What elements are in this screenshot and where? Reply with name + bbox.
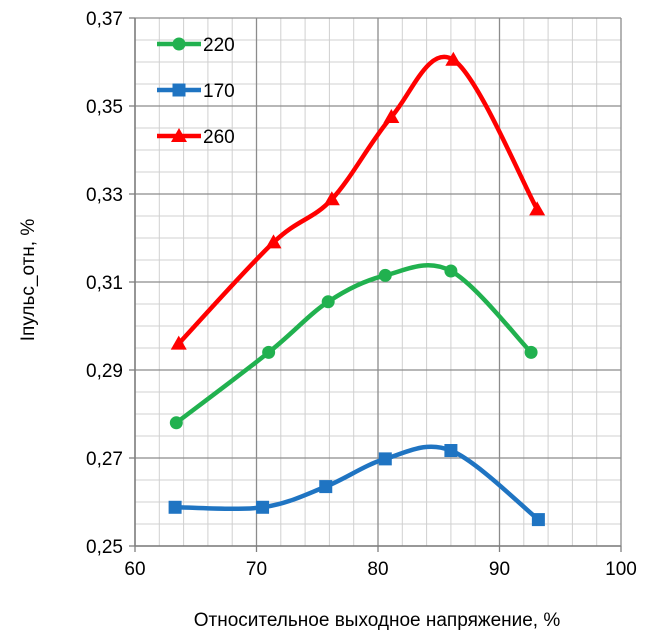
data-point-220 — [169, 416, 183, 430]
legend-marker-170 — [172, 83, 186, 97]
legend-label-260: 260 — [203, 127, 235, 148]
series-220 — [169, 263, 538, 430]
series-line-260 — [176, 54, 540, 346]
y-tick-label: 0,25 — [86, 537, 123, 558]
data-point-170 — [319, 480, 333, 494]
data-point-170 — [378, 452, 392, 466]
data-point-260 — [383, 109, 400, 123]
series-line-220 — [174, 263, 534, 426]
legend-label-220: 220 — [203, 35, 235, 56]
data-point-170 — [444, 444, 458, 458]
series-line-170 — [172, 444, 541, 522]
data-point-260 — [445, 51, 462, 66]
x-tick-label: 80 — [367, 559, 388, 580]
data-point-260 — [323, 191, 340, 206]
axes: 60 70 80 90 100 0,25 0,27 0,29 0,31 0,33 0,35 0,37 — [86, 9, 637, 580]
data-point-220 — [524, 345, 538, 359]
series-lines — [168, 51, 546, 527]
data-point-170 — [168, 500, 182, 514]
series-170 — [168, 444, 545, 527]
legend-item-220: 220 — [157, 35, 235, 56]
data-point-170 — [531, 513, 545, 527]
data-point-220 — [321, 295, 335, 309]
x-tick-label: 100 — [605, 559, 637, 580]
legend-item-260: 260 — [157, 127, 235, 148]
x-tick-label: 60 — [124, 559, 145, 580]
legend: 220 170 260 — [157, 35, 235, 148]
data-point-220 — [444, 264, 458, 278]
x-tick-label: 70 — [246, 559, 267, 580]
y-tick-label: 0,31 — [86, 273, 123, 294]
data-point-260 — [529, 201, 546, 216]
y-axis-title: Iпульс_отн, % — [18, 219, 39, 342]
data-point-260 — [265, 234, 282, 249]
legend-item-170: 170 — [157, 81, 235, 102]
series-260 — [170, 51, 546, 350]
y-tick-label: 0,35 — [86, 97, 123, 118]
x-tick-label: 90 — [489, 559, 510, 580]
y-tick-label: 0,29 — [86, 361, 123, 382]
legend-marker-260 — [171, 128, 187, 142]
y-tick-label: 0,37 — [86, 9, 123, 30]
y-tick-label: 0,33 — [86, 185, 123, 206]
legend-marker-220 — [172, 37, 186, 51]
data-point-170 — [256, 500, 270, 514]
data-point-220 — [262, 345, 276, 359]
data-point-260 — [170, 335, 187, 350]
legend-label-170: 170 — [203, 81, 235, 102]
x-axis-title: Относительное выходное напряжение, % — [194, 610, 561, 631]
y-tick-label: 0,27 — [86, 449, 123, 470]
data-point-220 — [378, 268, 392, 282]
